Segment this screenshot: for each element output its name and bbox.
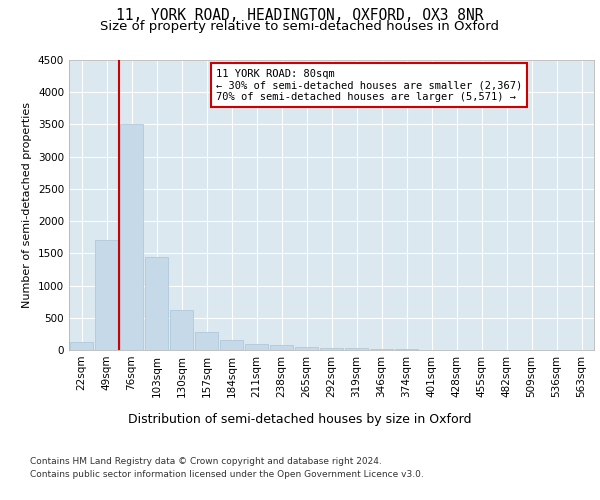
Bar <box>119 124 143 350</box>
Text: 11, YORK ROAD, HEADINGTON, OXFORD, OX3 8NR: 11, YORK ROAD, HEADINGTON, OXFORD, OX3 8… <box>116 8 484 22</box>
Bar <box>245 344 268 350</box>
Bar <box>269 346 293 350</box>
Bar <box>95 240 118 350</box>
Bar <box>344 348 368 350</box>
Text: Contains public sector information licensed under the Open Government Licence v3: Contains public sector information licen… <box>30 470 424 479</box>
Bar <box>320 348 343 350</box>
Text: 11 YORK ROAD: 80sqm
← 30% of semi-detached houses are smaller (2,367)
70% of sem: 11 YORK ROAD: 80sqm ← 30% of semi-detach… <box>216 68 522 102</box>
Bar <box>220 340 244 350</box>
Bar <box>170 310 193 350</box>
Bar <box>295 347 319 350</box>
Text: Contains HM Land Registry data © Crown copyright and database right 2024.: Contains HM Land Registry data © Crown c… <box>30 458 382 466</box>
Bar <box>145 256 169 350</box>
Text: Size of property relative to semi-detached houses in Oxford: Size of property relative to semi-detach… <box>101 20 499 33</box>
Text: Distribution of semi-detached houses by size in Oxford: Distribution of semi-detached houses by … <box>128 412 472 426</box>
Bar <box>194 332 218 350</box>
Bar <box>70 342 94 350</box>
Y-axis label: Number of semi-detached properties: Number of semi-detached properties <box>22 102 32 308</box>
Bar <box>370 349 394 350</box>
